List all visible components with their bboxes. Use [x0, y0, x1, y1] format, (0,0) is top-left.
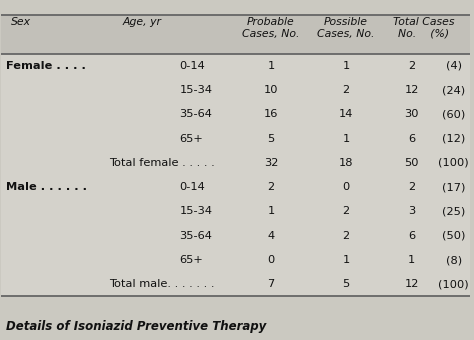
- Text: 1: 1: [342, 61, 349, 71]
- Text: 1: 1: [267, 61, 274, 71]
- Text: (25): (25): [442, 206, 465, 217]
- Text: Male . . . . . .: Male . . . . . .: [6, 182, 87, 192]
- Text: 7: 7: [267, 279, 274, 289]
- Text: 12: 12: [404, 279, 419, 289]
- Text: Total female . . . . .: Total female . . . . .: [109, 158, 215, 168]
- Text: 2: 2: [342, 206, 349, 217]
- Text: Female . . . .: Female . . . .: [6, 61, 86, 71]
- Text: (60): (60): [442, 109, 465, 119]
- Text: Sex: Sex: [11, 17, 31, 27]
- Text: 35-64: 35-64: [180, 109, 212, 119]
- Text: (100): (100): [438, 158, 469, 168]
- Text: 5: 5: [342, 279, 349, 289]
- FancyBboxPatch shape: [1, 15, 470, 54]
- Text: 2: 2: [408, 182, 415, 192]
- Text: 65+: 65+: [180, 134, 203, 143]
- Text: 1: 1: [342, 255, 349, 265]
- Text: 18: 18: [339, 158, 353, 168]
- Text: (12): (12): [442, 134, 465, 143]
- Text: 12: 12: [404, 85, 419, 95]
- Text: 5: 5: [267, 134, 274, 143]
- Text: 3: 3: [408, 206, 415, 217]
- Text: 6: 6: [408, 134, 415, 143]
- Text: (50): (50): [442, 231, 465, 241]
- Text: (4): (4): [446, 61, 462, 71]
- Text: 32: 32: [264, 158, 278, 168]
- Text: 16: 16: [264, 109, 278, 119]
- Text: Probable
Cases, No.: Probable Cases, No.: [242, 17, 300, 39]
- Text: 1: 1: [408, 255, 415, 265]
- Text: 2: 2: [342, 85, 349, 95]
- FancyBboxPatch shape: [1, 54, 470, 296]
- Text: 0-14: 0-14: [180, 61, 205, 71]
- Text: 15-34: 15-34: [180, 85, 212, 95]
- Text: (17): (17): [442, 182, 465, 192]
- Text: Details of Isoniazid Preventive Therapy: Details of Isoniazid Preventive Therapy: [6, 320, 266, 333]
- Text: 50: 50: [404, 158, 419, 168]
- Text: Age, yr: Age, yr: [122, 17, 162, 27]
- Text: 30: 30: [404, 109, 419, 119]
- Text: (100): (100): [438, 279, 469, 289]
- Text: Possible
Cases, No.: Possible Cases, No.: [317, 17, 374, 39]
- Text: 0-14: 0-14: [180, 182, 205, 192]
- Text: 6: 6: [408, 231, 415, 241]
- Text: 0: 0: [267, 255, 274, 265]
- Text: 15-34: 15-34: [180, 206, 212, 217]
- Text: 2: 2: [342, 231, 349, 241]
- Text: 0: 0: [342, 182, 349, 192]
- Text: 2: 2: [267, 182, 274, 192]
- Text: 35-64: 35-64: [180, 231, 212, 241]
- Text: (8): (8): [446, 255, 462, 265]
- Text: (24): (24): [442, 85, 465, 95]
- Text: 14: 14: [339, 109, 353, 119]
- Text: 4: 4: [267, 231, 274, 241]
- Text: Total male. . . . . . .: Total male. . . . . . .: [109, 279, 215, 289]
- Text: 2: 2: [408, 61, 415, 71]
- Text: 65+: 65+: [180, 255, 203, 265]
- Text: Total Cases
No.    (%): Total Cases No. (%): [392, 17, 454, 39]
- Text: 1: 1: [342, 134, 349, 143]
- Text: 10: 10: [264, 85, 278, 95]
- Text: 1: 1: [267, 206, 274, 217]
